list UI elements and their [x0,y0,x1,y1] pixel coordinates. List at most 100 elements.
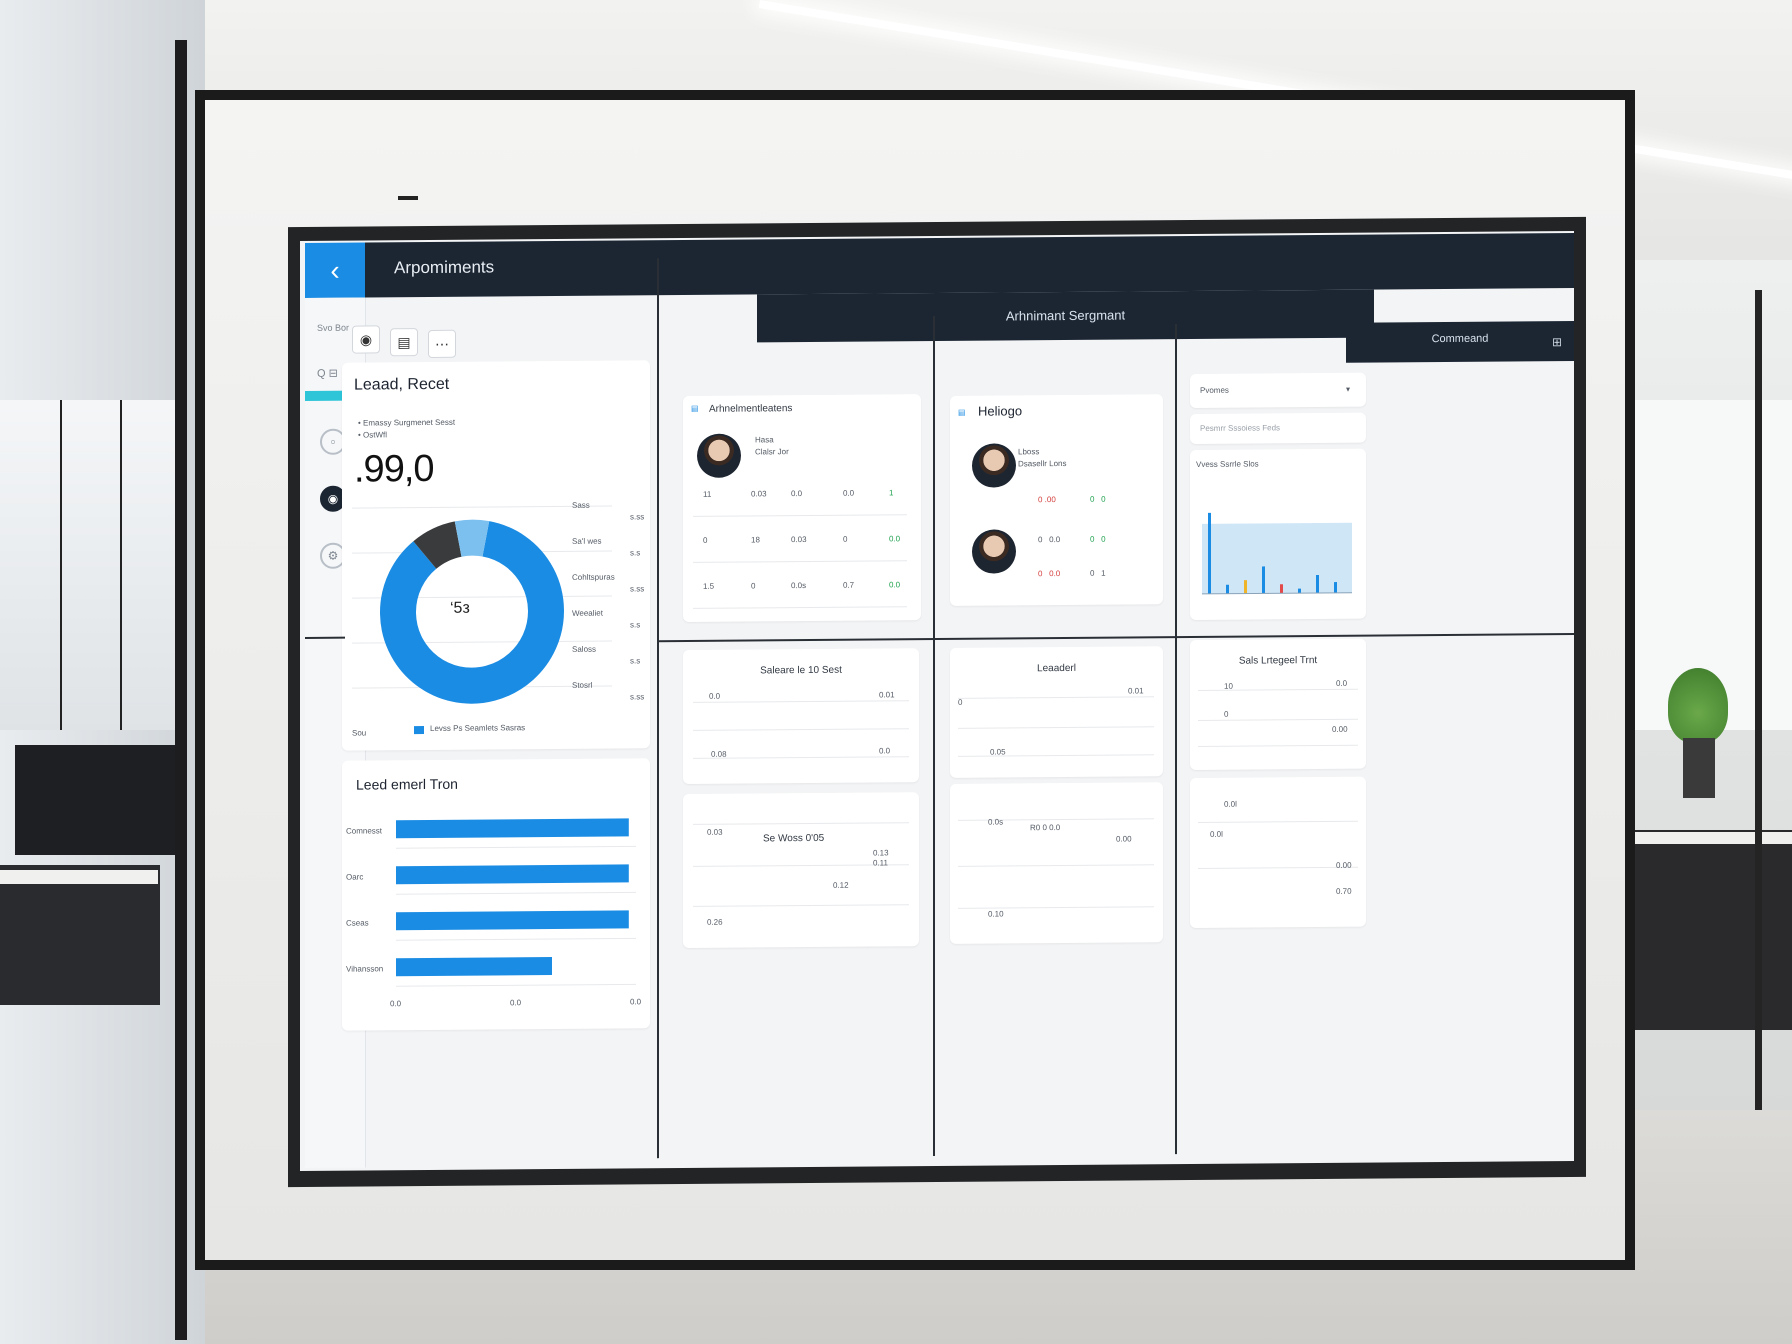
lead-trend-card: Leed emerl Tron Comnesst Oarc Cseas Vihanss… [342,758,650,1031]
axis-label: 0.05 [990,747,1006,757]
slice-value: s.s [630,620,641,630]
bar [1244,580,1247,594]
x-axis [1202,592,1352,595]
bar [1262,566,1265,594]
axis-label: 0.0l [1224,799,1237,809]
gridline [958,864,1154,867]
gridline [396,937,636,941]
gridline [396,891,636,895]
gridline [693,822,909,825]
tick-label: 0.0 [510,998,522,1007]
bar [1280,584,1283,594]
view-button[interactable]: ◉ [352,325,380,354]
grid-icon[interactable]: ⊞ [1552,335,1563,350]
bar [396,818,629,839]
slice-value: s.s [630,656,641,666]
leaderboard-card: Leaaderl 0.01 0 0.05 [950,646,1163,778]
axis-label: 0.10 [988,909,1004,919]
card-title: Leaaderl [1037,662,1076,675]
grid-divider [1175,324,1177,1155]
axis-label: 0.00 [1332,724,1348,734]
field-label: Pvomes [1200,385,1229,395]
table-cell: 0.7 [843,580,855,590]
axis-label: 0.11 [873,858,888,868]
slice-value: s.ss [630,692,645,702]
footer-legend: Levss Ps Seamlets Sasras [430,723,526,733]
axis-label: 0.0s [988,817,1004,827]
list-icon: ▤ [691,403,699,413]
card-title: Arhnelmentleatens [709,403,793,415]
window-mullion [120,400,122,730]
command-bar-chart [1202,512,1352,595]
slice-label: Saloss [572,644,597,654]
sales-card: Saleare le 10 Sest 0.0 0.01 0.08 0.0 [683,648,919,784]
table-cell: 0.0 [791,489,803,499]
table-cell: 0.0s [791,581,807,591]
avatar [972,529,1016,574]
axis-label: 0.0l [1210,829,1223,839]
donut-slice [413,521,463,570]
axis-label: 0.12 [833,880,849,890]
chevron-left-icon: ‹ [330,254,340,286]
plant-pot [1683,738,1715,798]
metric-value: 0 0 [1090,494,1106,504]
metric-value: 0 0 [1090,534,1106,544]
slice-label: Weealiet [572,608,603,618]
grid-icon: ▫ [330,434,336,449]
axis-label: 0.03 [707,827,723,837]
command-field[interactable]: Pesmrr Sssoiess Feds [1190,412,1366,445]
person-name: Lboss [1018,447,1040,457]
card-title: Heliogo [978,403,1023,419]
axis-label: 0.13 [873,848,889,858]
axis-label: 0.26 [707,917,723,927]
glass-frame [1625,270,1632,1110]
app-title: Arpomiments [394,257,495,278]
bar [1298,588,1301,594]
glass-frame [175,40,187,1340]
command-field[interactable]: Pvomes ▾ [1190,372,1366,409]
bar [1316,574,1319,594]
settings-icon: ⚙ [327,548,339,563]
table-cell: 0.0 [889,534,901,544]
appointments-card: ▤ Arhnelmentleatens Hasa Clalsr Jor 11 0.… [683,394,921,622]
axis-label: 0.01 [879,690,895,700]
axis-label: 10 [1224,681,1233,691]
axis-label: 0.00 [1336,860,1352,870]
sidebar-search[interactable]: Q ⊟ [317,367,338,380]
tick-label: 0.0 [390,999,402,1008]
legend-swatch [414,726,424,735]
gridline [396,983,636,987]
table-row: 1.5 0 0.0s 0.7 0.0 [693,580,913,609]
axis-label: 0.0 [879,746,891,756]
eye-icon: ◉ [359,330,373,348]
lineup-detail-card: 0.0l 0.0l 0.00 0.70 [1190,776,1366,929]
category-label: Cseas [346,918,369,927]
gridline [958,754,1154,757]
axis-label: 0.0 [709,691,721,701]
table-cell: 1.5 [703,581,715,591]
desk-monitor [15,745,180,855]
metric-value: 0 0.0 [1038,535,1061,545]
back-button[interactable]: ‹ [305,242,365,298]
donut-chart [380,519,564,704]
gridline [693,560,907,563]
table-cell: 18 [751,535,760,545]
more-button[interactable]: ⋯ [428,329,456,358]
document-button[interactable]: ▤ [390,328,418,357]
bar [1334,582,1337,593]
plant [1668,668,1728,743]
axis-label: 0 [958,697,963,707]
user-icon: ◉ [327,491,339,506]
heliogo-card: ▤ Heliogo Lboss Dsasellr Lons 0 .00 0 0 … [950,394,1163,606]
slice-label: Sa'l wes [572,536,602,546]
card-title: Sals Lrtegeel Trnt [1238,655,1318,667]
gridline [693,904,909,907]
table-cell: 0 [751,581,756,591]
gridline [1198,718,1358,721]
gridline [1198,866,1358,869]
footer-label: Sou [352,728,367,738]
card-title: Se Woss 0'05 [763,832,825,845]
document-icon: ▤ [397,333,411,350]
gridline [1198,820,1358,823]
column-header-command: Commeand [1346,320,1574,363]
